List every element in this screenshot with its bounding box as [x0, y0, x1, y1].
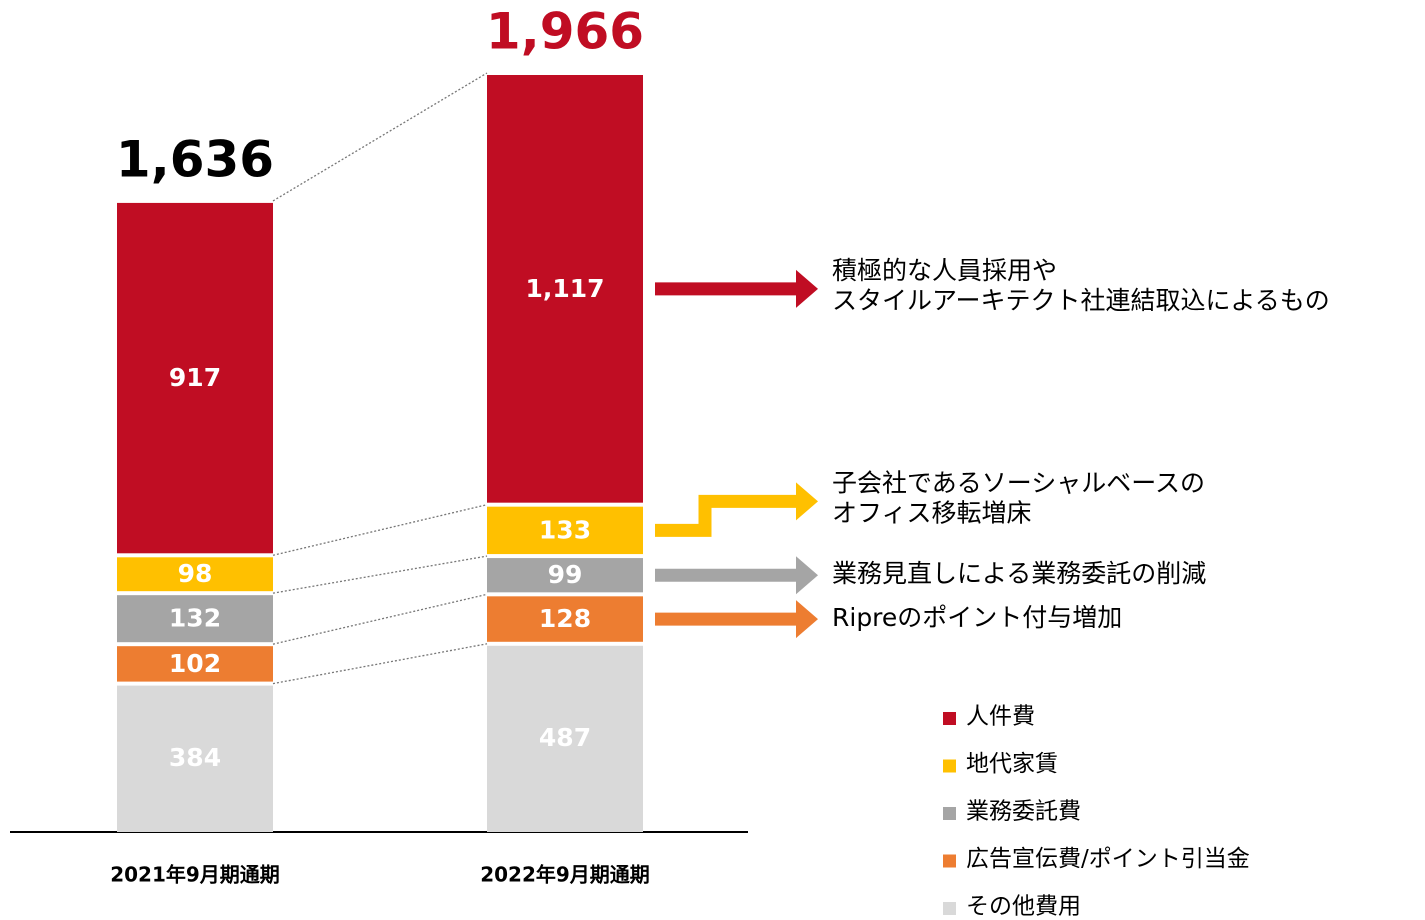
x-tick-label: 2021年9月期通期: [110, 863, 280, 887]
annotation: Ripreのポイント付与増加: [832, 603, 1122, 632]
legend-swatch: [943, 712, 956, 725]
bar-segment: [117, 646, 273, 682]
arrow-head: [796, 482, 818, 521]
value-label: 917: [169, 363, 221, 392]
value-label: 128: [539, 604, 591, 633]
value-label: 102: [169, 649, 221, 678]
arrow-shaft: [655, 494, 798, 537]
bar-segment: [487, 506, 643, 555]
legend-swatch: [943, 902, 956, 915]
arrow-head: [796, 600, 818, 639]
bar-segment: [487, 558, 643, 593]
annotation: 子会社であるソーシャルベースの: [832, 468, 1205, 497]
value-label: 487: [539, 723, 591, 752]
value-label: 99: [548, 560, 583, 589]
value-label: 1,117: [525, 274, 604, 303]
connector: [272, 593, 488, 645]
legend-label: 業務委託費: [966, 799, 1081, 825]
legend-label: その他費用: [966, 894, 1081, 920]
annotation: 業務見直しによる業務委託の削減: [832, 559, 1206, 588]
value-label: 133: [539, 515, 591, 544]
annotation: 積極的な人員採用や: [832, 256, 1057, 285]
total-label: 1,636: [116, 130, 274, 188]
legend-label: 人件費: [966, 704, 1035, 730]
bar-segment: [117, 202, 273, 554]
connector: [272, 555, 488, 594]
connector: [272, 72, 488, 202]
value-label: 98: [178, 559, 213, 588]
bar-segment: [117, 685, 273, 832]
bar-segment: [487, 645, 643, 832]
arrow-head: [796, 556, 818, 595]
bar-segment: [117, 595, 273, 643]
x-tick-label: 2022年9月期通期: [480, 863, 650, 887]
legend-swatch: [943, 807, 956, 820]
legend-label: 地代家賃: [966, 751, 1058, 777]
legend-label: 広告宣伝費/ポイント引当金: [966, 846, 1250, 872]
bar-segment: [117, 557, 273, 592]
connector: [272, 504, 488, 556]
bar-segment: [487, 596, 643, 642]
total-label: 1,966: [486, 3, 644, 61]
annotation: オフィス移転増床: [832, 498, 1032, 527]
legend-swatch: [943, 759, 956, 773]
value-label: 384: [169, 743, 221, 772]
annotation: スタイルアーキテクト社連結取込によるもの: [832, 286, 1330, 315]
arrow-head: [796, 269, 818, 308]
connector: [272, 643, 488, 685]
legend-swatch: [943, 854, 956, 868]
value-label: 132: [169, 604, 221, 633]
bar-segment: [487, 75, 643, 503]
